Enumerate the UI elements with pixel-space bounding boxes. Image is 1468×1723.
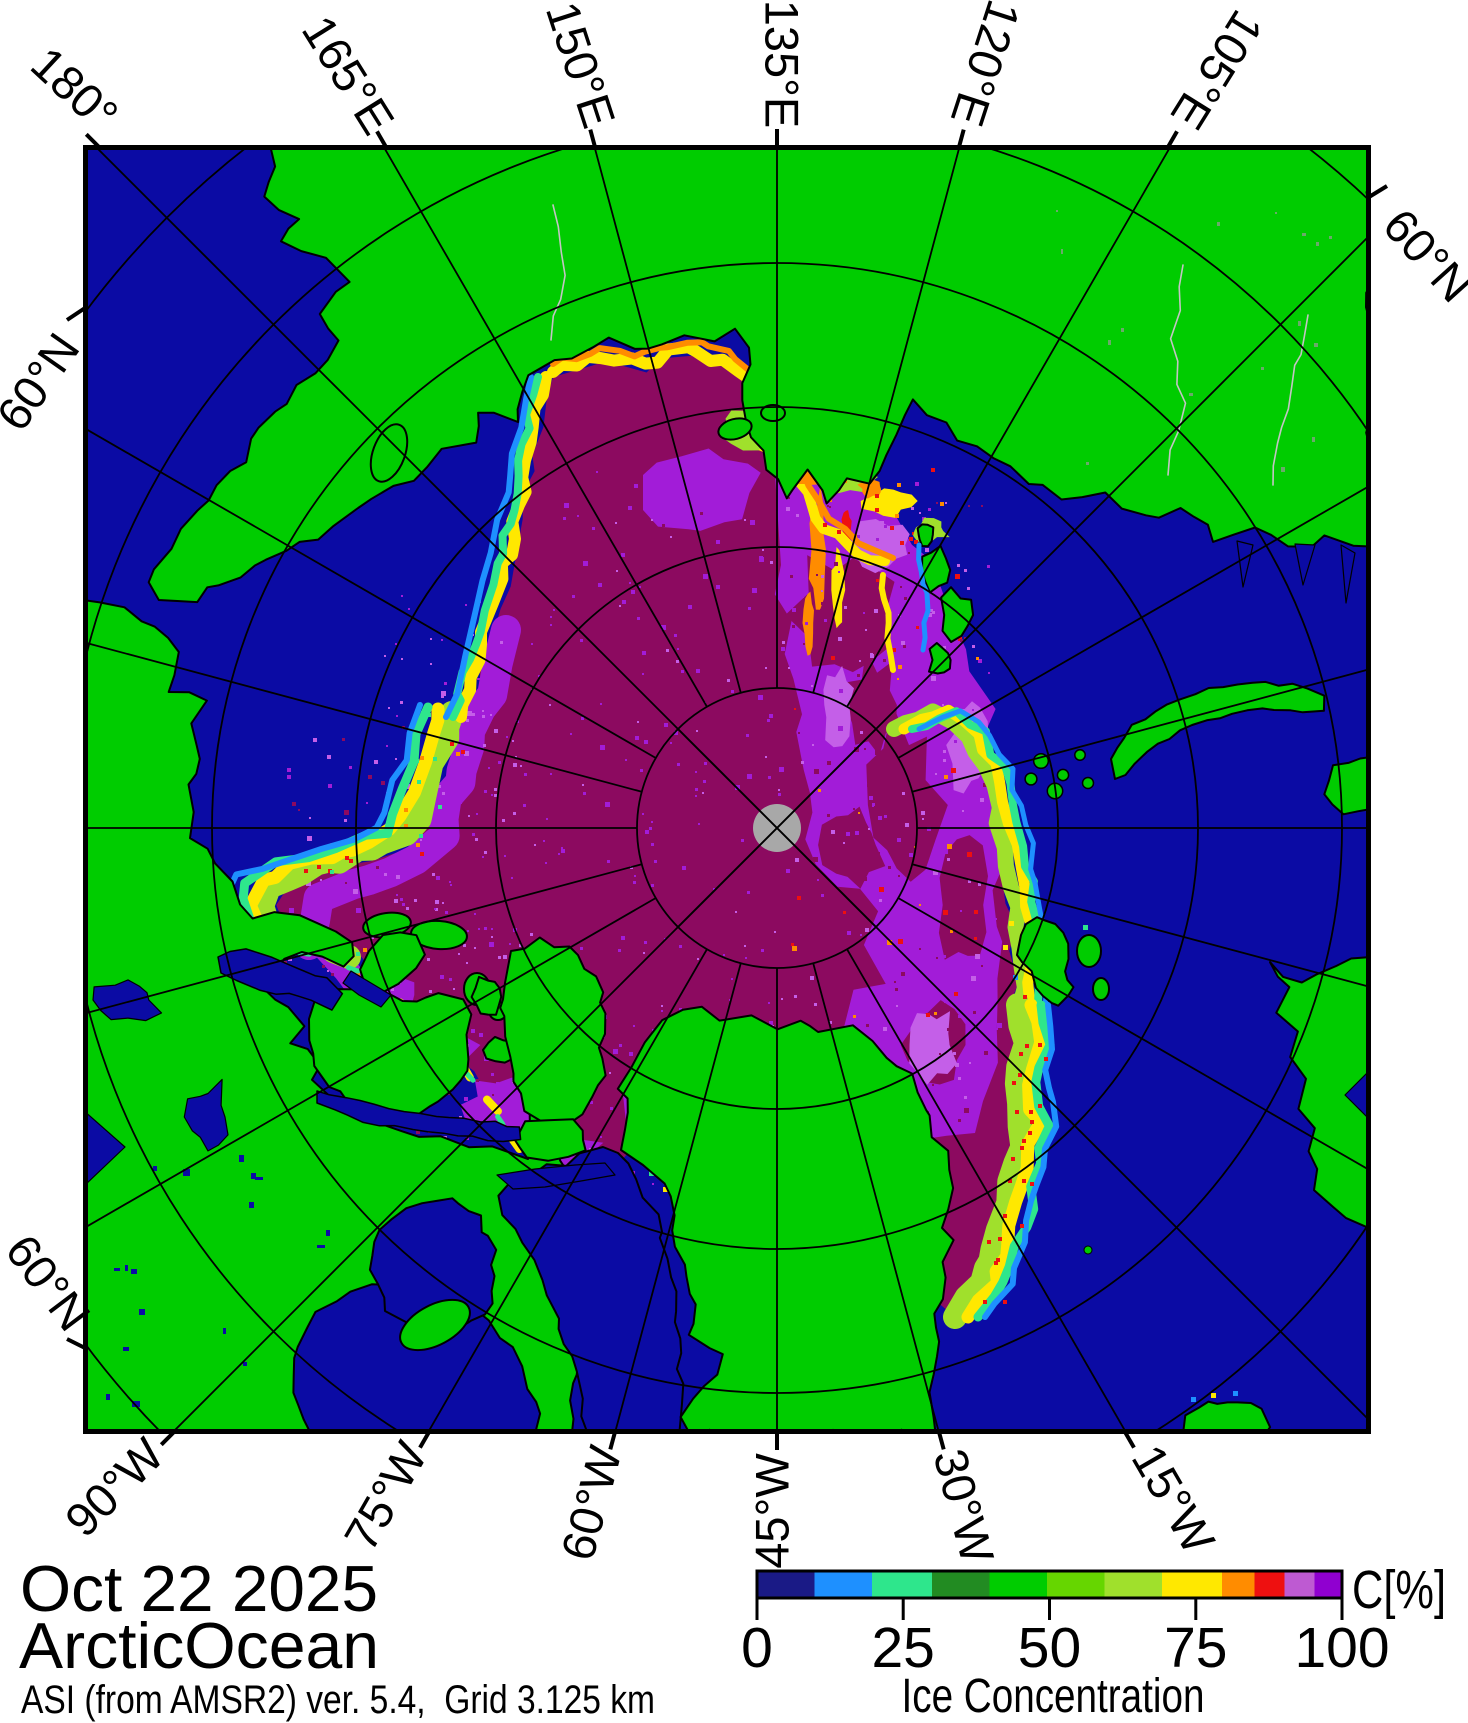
svg-text:50: 50 xyxy=(1018,1616,1081,1680)
svg-text:Oct 22 2025: Oct 22 2025 xyxy=(20,1552,378,1625)
svg-text:75: 75 xyxy=(1164,1616,1227,1680)
svg-text:Ice Concentration: Ice Concentration xyxy=(902,1670,1205,1723)
svg-text:100: 100 xyxy=(1294,1616,1389,1680)
svg-text:25: 25 xyxy=(871,1616,934,1680)
svg-text:ArcticOcean: ArcticOcean xyxy=(19,1609,379,1682)
svg-text:C[%]: C[%] xyxy=(1352,1560,1446,1620)
svg-text:0: 0 xyxy=(741,1616,773,1680)
svg-text:135°E: 135°E xyxy=(756,0,809,128)
svg-text:45°W: 45°W xyxy=(745,1453,798,1569)
svg-text:ASI (from AMSR2) ver. 5.4, Gr: ASI (from AMSR2) ver. 5.4, Grid 3.125 km xyxy=(21,1678,655,1722)
